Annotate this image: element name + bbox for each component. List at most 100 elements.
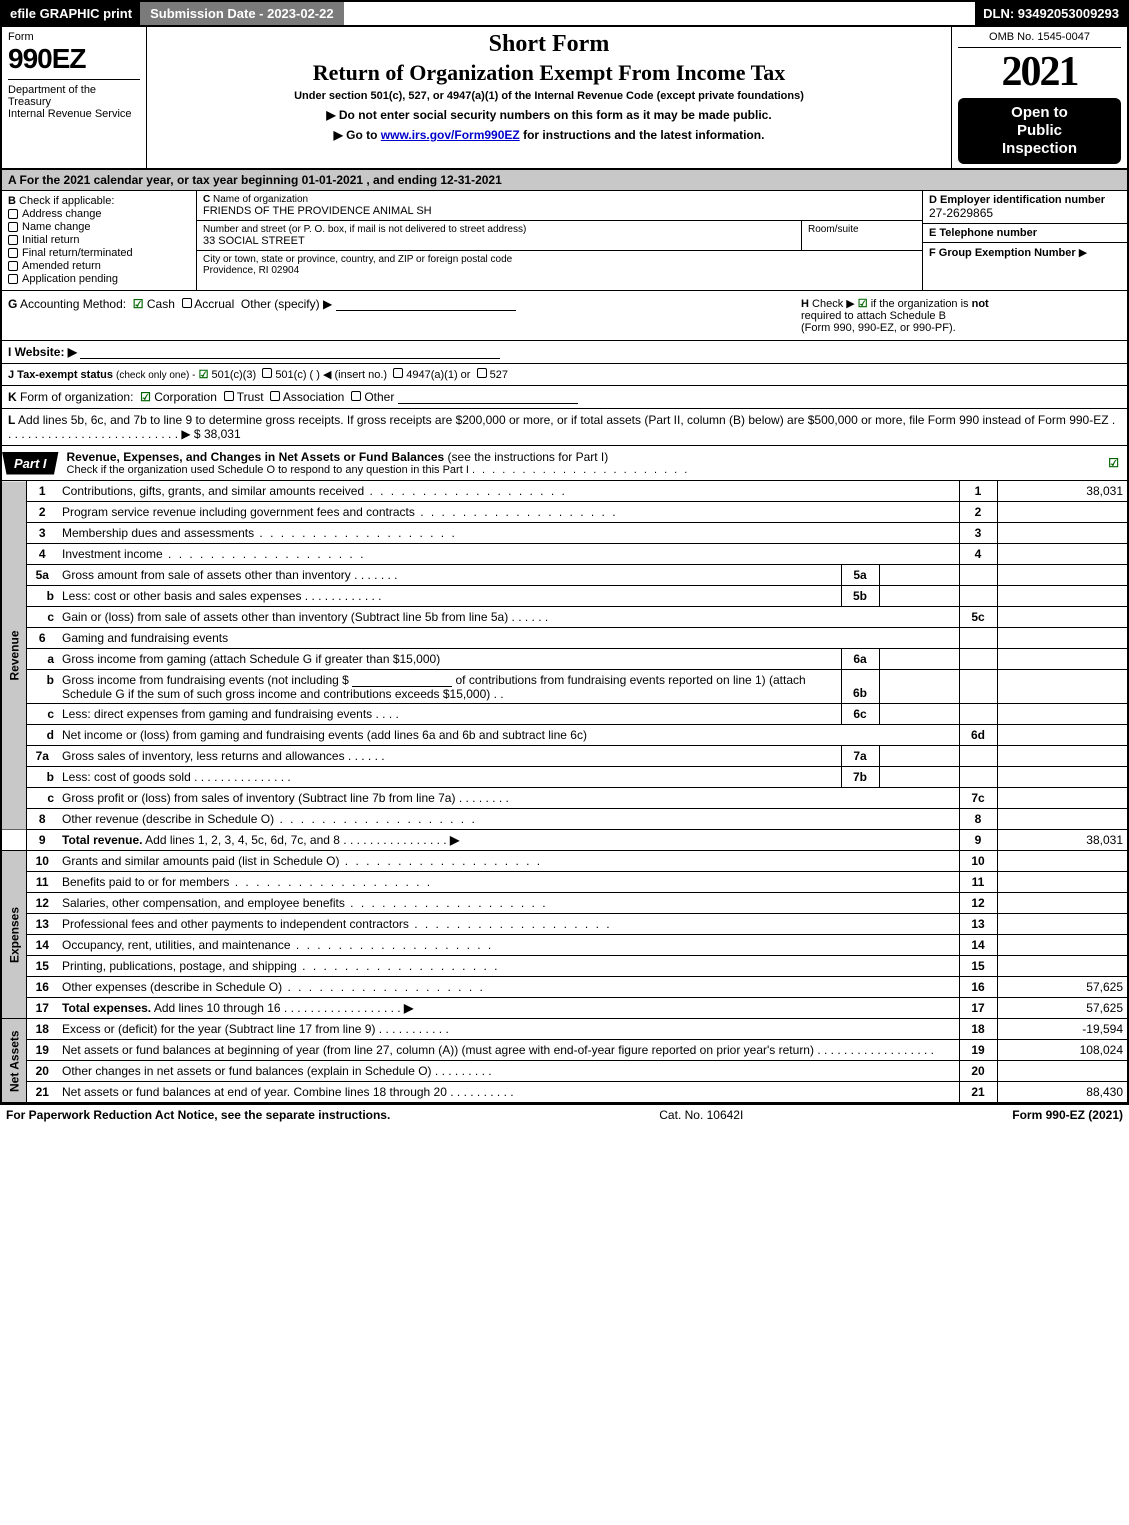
goto-instructions: ▶ Go to www.irs.gov/Form990EZ for instru…: [155, 128, 943, 142]
cb-address-change[interactable]: Address change: [8, 208, 190, 220]
box-num: 15: [959, 956, 997, 977]
spacer: [2, 830, 26, 851]
form-frame: Form 990EZ Department of the Treasury In…: [0, 25, 1129, 1105]
other-option: Other (specify) ▶: [241, 297, 332, 311]
netassets-side-label: Net Assets: [2, 1019, 26, 1103]
box-val: [997, 893, 1127, 914]
cb-label: Final return/terminated: [22, 247, 133, 259]
gray-box: [997, 746, 1127, 767]
line-desc: Less: cost of goods sold: [62, 770, 191, 784]
checkbox-icon: [8, 222, 18, 232]
c-label: C: [203, 194, 210, 205]
checkbox-icon: [8, 261, 18, 271]
irs-label: Internal Revenue Service: [8, 108, 140, 120]
checkbox-icon: [8, 274, 18, 284]
checkbox-icon: [270, 391, 280, 401]
cb-name-change[interactable]: Name change: [8, 221, 190, 233]
line-desc-bold: Total revenue.: [62, 833, 142, 847]
efile-print[interactable]: efile GRAPHIC print: [2, 2, 140, 25]
mini-val: [879, 704, 959, 725]
j-label: J Tax-exempt status: [8, 369, 113, 381]
j-sub: (check only one) -: [116, 370, 195, 381]
line-16: 16 Other expenses (describe in Schedule …: [2, 977, 1127, 998]
j-501c3: 501(c)(3): [212, 369, 257, 381]
box-num: 4: [959, 544, 997, 565]
line-desc: Gross sales of inventory, less returns a…: [62, 749, 345, 763]
org-name: FRIENDS OF THE PROVIDENCE ANIMAL SH: [203, 205, 432, 217]
h-label: H: [801, 298, 809, 310]
box-val: [997, 788, 1127, 809]
footer-form: 990-EZ: [1046, 1108, 1085, 1122]
open-line3: Inspection: [962, 140, 1117, 158]
line-num: 1: [26, 481, 58, 502]
line-num: b: [26, 767, 58, 788]
line-15: 15 Printing, publications, postage, and …: [2, 956, 1127, 977]
line-desc: Salaries, other compensation, and employ…: [62, 896, 345, 910]
box-val: [997, 851, 1127, 872]
line-desc: Less: cost or other basis and sales expe…: [62, 589, 301, 603]
i-label: I Website: ▶: [8, 345, 77, 359]
line-6a: a Gross income from gaming (attach Sched…: [2, 649, 1127, 670]
line-17: 17 Total expenses. Add lines 10 through …: [2, 998, 1127, 1019]
cb-initial-return[interactable]: Initial return: [8, 234, 190, 246]
k-text: Form of organization:: [20, 390, 133, 404]
box-num: 10: [959, 851, 997, 872]
short-form-title: Short Form: [155, 31, 943, 58]
line-desc: Grants and similar amounts paid (list in…: [62, 854, 339, 868]
cb-application-pending[interactable]: Application pending: [8, 273, 190, 285]
e-label: E Telephone number: [929, 227, 1121, 239]
form-header: Form 990EZ Department of the Treasury In…: [2, 27, 1127, 170]
box-val: 108,024: [997, 1040, 1127, 1061]
city-label: City or town, state or province, country…: [203, 254, 512, 265]
line-desc: Net assets or fund balances at end of ye…: [62, 1085, 447, 1099]
line-6: 6 Gaming and fundraising events: [2, 628, 1127, 649]
line-20: 20 Other changes in net assets or fund b…: [2, 1061, 1127, 1082]
line-desc: Membership dues and assessments: [62, 526, 254, 540]
part1-tab: Part I: [2, 452, 59, 475]
line-num: 11: [26, 872, 58, 893]
box-num: 12: [959, 893, 997, 914]
box-num: 16: [959, 977, 997, 998]
cb-final-return[interactable]: Final return/terminated: [8, 247, 190, 259]
box-val: [997, 935, 1127, 956]
cb-amended-return[interactable]: Amended return: [8, 260, 190, 272]
gray-box: [997, 670, 1127, 704]
section-def: D Employer identification number 27-2629…: [922, 191, 1127, 290]
mini-num: 7a: [841, 746, 879, 767]
line-desc-bold: Total expenses.: [62, 1001, 151, 1015]
line-13: 13 Professional fees and other payments …: [2, 914, 1127, 935]
box-num: 11: [959, 872, 997, 893]
part1-checkbox[interactable]: ☑: [1100, 452, 1127, 474]
dept-treasury: Department of the Treasury: [8, 84, 140, 108]
l-amount: 38,031: [204, 427, 241, 441]
lines-table: Revenue 1 Contributions, gifts, grants, …: [2, 481, 1127, 1103]
street-value: 33 SOCIAL STREET: [203, 235, 305, 247]
k-assoc: Association: [283, 390, 344, 404]
row-k: K Form of organization: ☑ Corporation Tr…: [2, 386, 1127, 409]
line-7b: b Less: cost of goods sold . . . . . . .…: [2, 767, 1127, 788]
box-num: 13: [959, 914, 997, 935]
gray-box: [997, 565, 1127, 586]
box-num: 5c: [959, 607, 997, 628]
line-num: 8: [26, 809, 58, 830]
line-18: Net Assets 18 Excess or (deficit) for th…: [2, 1019, 1127, 1040]
part1-header: Part I Revenue, Expenses, and Changes in…: [2, 446, 1127, 481]
row-g-h: G Accounting Method: ☑ Cash Accrual Othe…: [2, 291, 1127, 341]
gray-box: [997, 704, 1127, 725]
part1-title-text: Revenue, Expenses, and Changes in Net As…: [67, 450, 445, 464]
h-text2: if the organization is: [871, 298, 972, 310]
footer-right: Form 990-EZ (2021): [1012, 1108, 1123, 1122]
header-center: Short Form Return of Organization Exempt…: [147, 27, 952, 168]
check-icon: ☑: [140, 390, 151, 404]
f-label: F Group Exemption Number: [929, 247, 1076, 259]
checkbox-icon: [224, 391, 234, 401]
line-10: Expenses 10 Grants and similar amounts p…: [2, 851, 1127, 872]
line-desc: Gross amount from sale of assets other t…: [62, 568, 351, 582]
line-num: c: [26, 788, 58, 809]
irs-link[interactable]: www.irs.gov/Form990EZ: [381, 128, 520, 142]
line-num: 12: [26, 893, 58, 914]
line-desc: Program service revenue including govern…: [62, 505, 415, 519]
dln: DLN: 93492053009293: [975, 2, 1127, 25]
line-num: 19: [26, 1040, 58, 1061]
mini-val: [879, 565, 959, 586]
